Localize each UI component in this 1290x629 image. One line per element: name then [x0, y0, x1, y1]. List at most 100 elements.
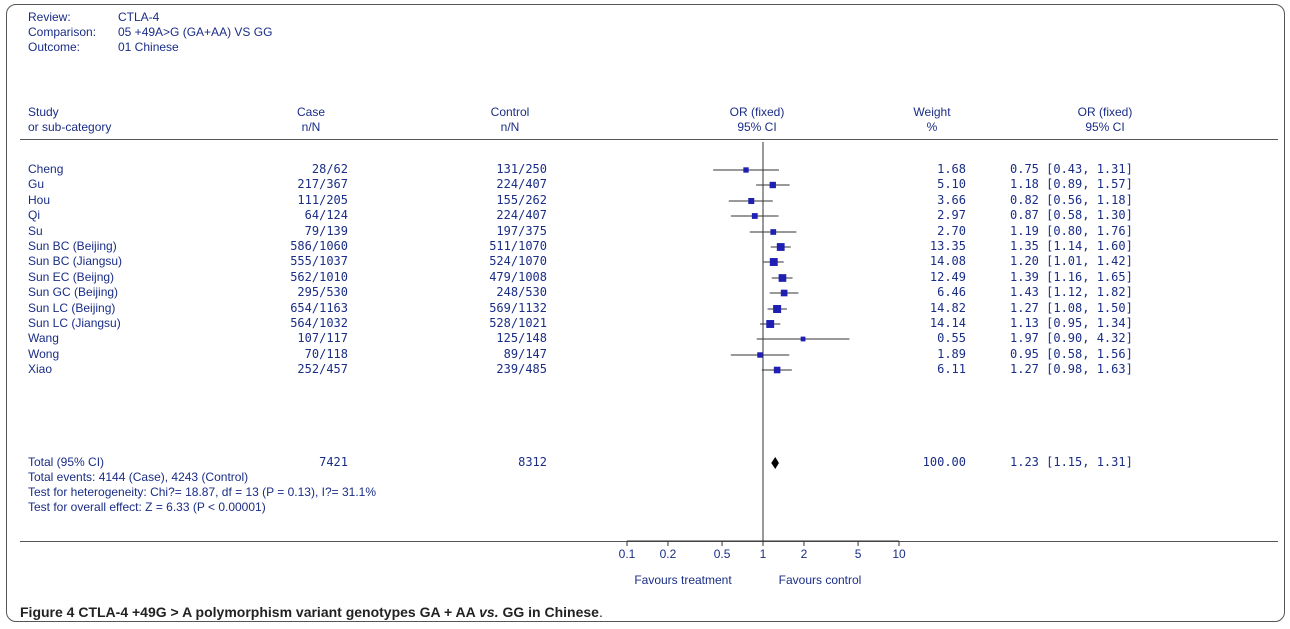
- study-case: 79/139: [304, 224, 348, 238]
- study-name: Sun BC (Beijing): [28, 239, 117, 253]
- study-control: 511/1070: [489, 239, 547, 253]
- study-name: Sun LC (Beijing): [28, 301, 116, 315]
- comparison-value: 05 +49A>G (GA+AA) VS GG: [118, 25, 273, 39]
- study-ci-text: 1.18 [0.89, 1.57]: [1010, 177, 1133, 191]
- study-name: Sun LC (Jiangsu): [28, 316, 121, 330]
- header-divider: [20, 139, 1278, 140]
- study-control: 524/1070: [489, 254, 547, 268]
- header-control: Control: [490, 105, 530, 119]
- x-tick-label: 1: [760, 547, 767, 561]
- study-marker: [773, 305, 782, 313]
- header-case: Case: [296, 105, 326, 119]
- study-weight: 1.68: [937, 162, 966, 176]
- study-marker: [751, 213, 758, 219]
- study-ci-text: 0.75 [0.43, 1.31]: [1010, 162, 1133, 176]
- figure-caption: Figure 4 CTLA-4 +49G > A polymorphism va…: [20, 604, 603, 620]
- study-ci-text: 1.19 [0.80, 1.76]: [1010, 224, 1133, 238]
- total-weight: 100.00: [922, 455, 966, 469]
- study-marker: [776, 243, 785, 251]
- study-weight: 3.66: [937, 193, 966, 207]
- comparison-label: Comparison:: [28, 25, 97, 39]
- study-marker: [770, 229, 777, 235]
- study-weight: 6.46: [937, 285, 966, 299]
- outcome-value: 01 Chinese: [118, 40, 179, 54]
- header-or-text-sub: 95% CI: [1085, 120, 1125, 134]
- study-case: 252/457: [297, 362, 348, 376]
- study-weight: 2.70: [937, 224, 966, 238]
- header-case-sub: n/N: [301, 120, 321, 134]
- study-marker: [766, 320, 775, 328]
- study-name: Xiao: [28, 362, 53, 376]
- note-events: Total events: 4144 (Case), 4243 (Control…: [28, 470, 249, 484]
- study-marker: [757, 352, 763, 358]
- study-marker: [800, 336, 806, 342]
- review-label: Review:: [28, 10, 71, 24]
- study-ci-text: 0.82 [0.56, 1.18]: [1010, 193, 1133, 207]
- outcome-label: Outcome:: [28, 40, 81, 54]
- study-ci-text: 0.87 [0.58, 1.30]: [1010, 208, 1133, 222]
- study-weight: 12.49: [929, 270, 966, 284]
- caption-vs: vs.: [479, 604, 499, 620]
- study-ci-text: 1.97 [0.90, 4.32]: [1010, 331, 1133, 345]
- study-control: 125/148: [496, 331, 547, 345]
- study-case: 28/62: [311, 162, 348, 176]
- study-ci-text: 1.27 [1.08, 1.50]: [1010, 301, 1133, 315]
- caption-main: Figure 4 CTLA-4 +49G > A polymorphism va…: [20, 604, 480, 620]
- study-case: 654/1163: [290, 301, 348, 315]
- study-case: 555/1037: [290, 254, 348, 268]
- x-tick-label: 0.5: [714, 547, 731, 561]
- study-name: Cheng: [28, 162, 64, 176]
- header-study: Study: [28, 105, 59, 119]
- study-marker: [769, 258, 778, 266]
- study-case: 70/118: [304, 347, 348, 361]
- study-marker: [780, 289, 788, 297]
- study-control: 155/262: [496, 193, 547, 207]
- caption-end: GG in Chinese: [498, 604, 599, 620]
- study-marker: [743, 167, 749, 173]
- study-control: 248/530: [496, 285, 547, 299]
- study-control: 224/407: [496, 177, 547, 191]
- study-weight: 5.10: [937, 177, 966, 191]
- study-case: 217/367: [297, 177, 348, 191]
- study-ci-text: 1.35 [1.14, 1.60]: [1010, 239, 1133, 253]
- study-weight: 6.11: [937, 362, 966, 376]
- study-name: Qi: [28, 208, 40, 222]
- x-tick-label: 5: [855, 547, 862, 561]
- study-weight: 2.97: [937, 208, 966, 222]
- caption-period: .: [598, 604, 603, 620]
- study-control: 239/485: [496, 362, 547, 376]
- study-weight: 14.82: [929, 301, 966, 315]
- study-marker: [748, 198, 755, 204]
- study-marker: [769, 181, 776, 189]
- x-tick-label: 0.2: [660, 547, 677, 561]
- total-control: 8312: [518, 455, 547, 469]
- study-name: Sun GC (Beijing): [28, 285, 119, 299]
- total-diamond: [771, 457, 779, 469]
- study-ci-text: 1.43 [1.12, 1.82]: [1010, 285, 1133, 299]
- study-case: 564/1032: [290, 316, 348, 330]
- total-ci-text: 1.23 [1.15, 1.31]: [1010, 455, 1133, 469]
- study-weight: 1.89: [937, 347, 966, 361]
- study-control: 528/1021: [489, 316, 547, 330]
- study-control: 479/1008: [489, 270, 547, 284]
- study-weight: 0.55: [937, 331, 966, 345]
- study-marker: [773, 366, 781, 374]
- header-or-text: OR (fixed): [1077, 105, 1133, 119]
- study-control: 569/1132: [489, 301, 547, 315]
- study-name: Gu: [28, 177, 45, 191]
- study-case: 586/1060: [290, 239, 348, 253]
- study-case: 562/1010: [290, 270, 348, 284]
- study-case: 295/530: [297, 285, 348, 299]
- review-value: CTLA-4: [118, 10, 160, 24]
- study-name: Wang: [28, 331, 59, 345]
- favours-treatment-label: Favours treatment: [634, 573, 732, 587]
- study-control: 197/375: [496, 224, 547, 238]
- total-label: Total (95% CI): [28, 455, 105, 469]
- study-name: Wong: [28, 347, 60, 361]
- study-case: 64/124: [304, 208, 348, 222]
- x-tick-label: 0.1: [619, 547, 636, 561]
- study-ci-text: 1.39 [1.16, 1.65]: [1010, 270, 1133, 284]
- study-weight: 14.08: [929, 254, 966, 268]
- total-case: 7421: [319, 455, 348, 469]
